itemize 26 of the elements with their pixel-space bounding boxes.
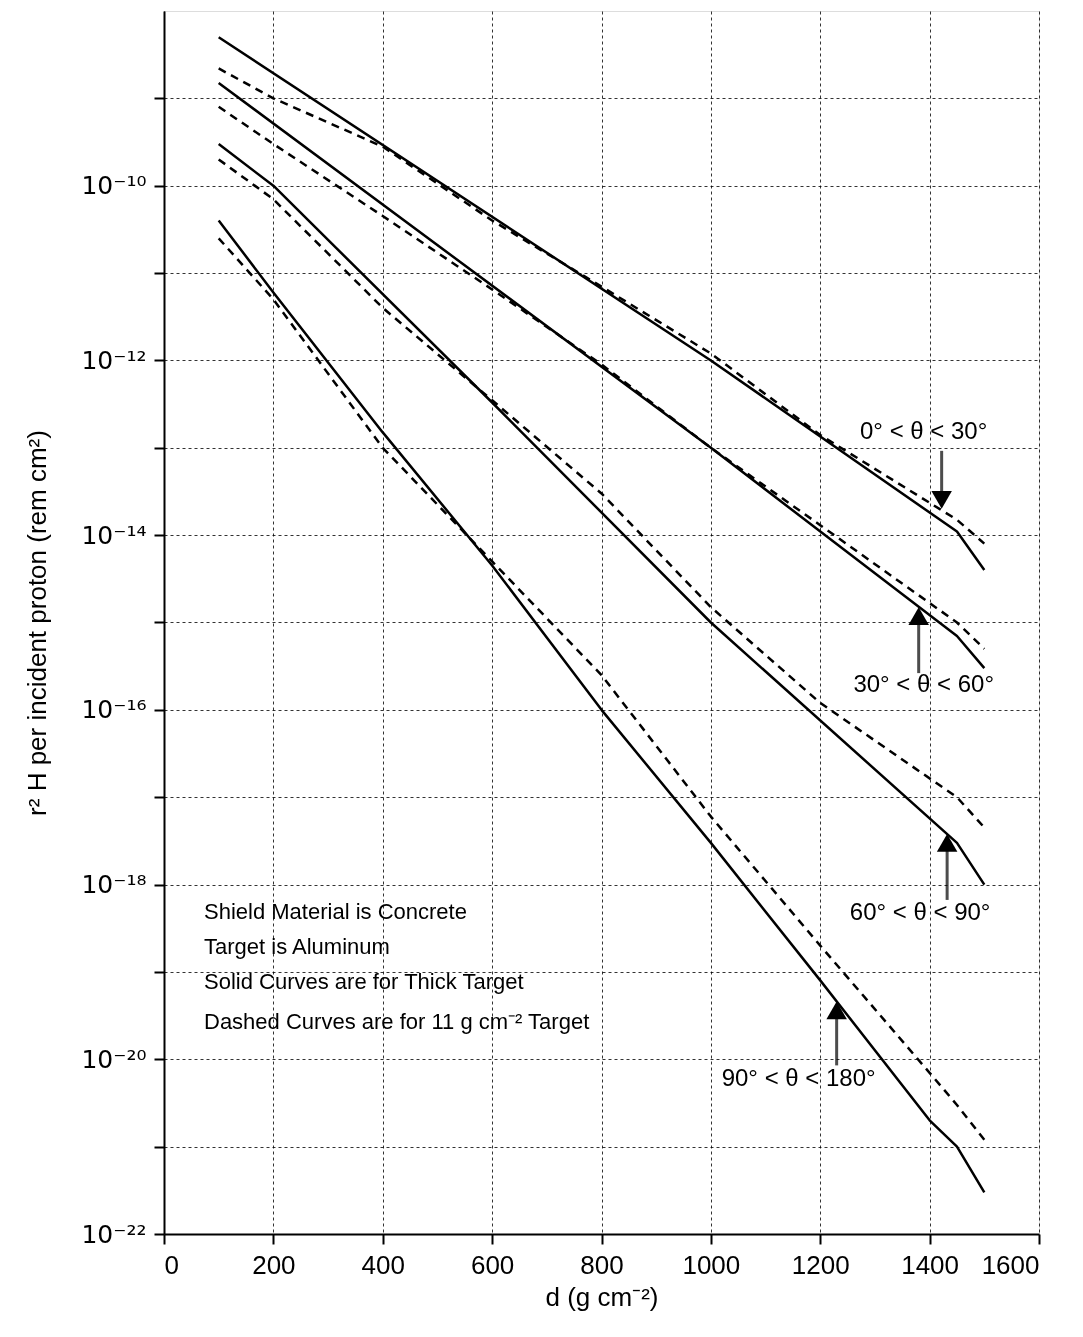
y-tick-label: 10⁻¹⁸ — [81, 870, 147, 900]
y-axis-title: r² H per incident proton (rem cm²) — [22, 430, 53, 816]
x-tick-label: 1600 — [981, 1249, 1040, 1280]
annotation: Solid Curves are for Thick Target — [204, 969, 524, 994]
annotation: Dashed Curves are for 11 g cm⁻² Target — [204, 1009, 590, 1034]
y-tick-label: 10⁻²⁰ — [81, 1044, 147, 1074]
annotation: 90° < θ < 180° — [721, 1064, 876, 1092]
y-tick-label: 10⁻¹² — [81, 345, 147, 375]
y-tick-label: 10⁻¹⁴ — [81, 520, 147, 550]
annotation: 30° < θ < 60° — [853, 670, 995, 698]
x-tick-label: 0 — [164, 1249, 179, 1280]
x-tick-label: 1000 — [682, 1249, 741, 1280]
x-axis-title: d (g cm⁻²) — [545, 1281, 659, 1312]
annotation: Target is Aluminum — [204, 934, 390, 959]
x-tick-label: 1200 — [791, 1249, 850, 1280]
annotation: 0° < θ < 30° — [860, 416, 988, 444]
y-tick-label: 10⁻¹⁶ — [81, 695, 147, 725]
annotation: Shield Material is Concrete — [204, 899, 467, 924]
x-tick-label: 200 — [252, 1249, 296, 1280]
y-tick-label: 10⁻¹⁰ — [81, 171, 147, 201]
annotation: 60° < θ < 90° — [849, 897, 991, 925]
x-tick-label: 1400 — [901, 1249, 960, 1280]
x-tick-label: 400 — [361, 1249, 405, 1280]
y-tick-label: 10⁻²² — [81, 1219, 147, 1249]
x-tick-label: 600 — [470, 1249, 515, 1280]
x-tick-label: 800 — [580, 1249, 624, 1280]
